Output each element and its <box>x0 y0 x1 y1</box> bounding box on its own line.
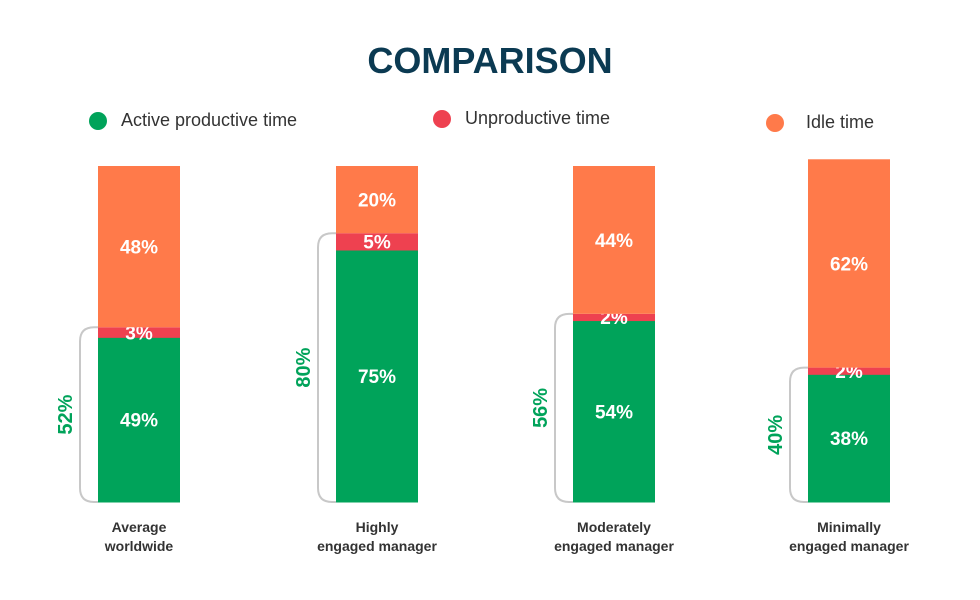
legend-item-unproductive: Unproductive time <box>433 108 610 129</box>
category-label: engaged manager <box>317 538 437 554</box>
bar-segment <box>98 166 180 328</box>
legend-dot-icon <box>766 113 784 132</box>
data-label: 49% <box>120 411 158 432</box>
data-label: 44% <box>595 231 633 252</box>
data-label: 48% <box>120 238 158 259</box>
bracket <box>789 366 808 503</box>
bracket-total-label: 52% <box>55 394 77 434</box>
bar-segment <box>573 166 655 314</box>
legend-label: Idle time <box>806 112 875 132</box>
bar-segment <box>808 367 890 375</box>
bar-segment <box>573 313 655 322</box>
data-label: 5% <box>363 233 391 254</box>
bracket-total-label: 40% <box>765 415 787 455</box>
legend-item-idle: Idle time <box>766 112 874 133</box>
data-label: 62% <box>830 254 868 275</box>
legend-dot-icon <box>433 109 451 128</box>
category-label: Moderately <box>577 519 651 535</box>
bracket-total-label: 56% <box>530 388 552 428</box>
bar-segment <box>98 327 180 338</box>
data-label: 3% <box>125 323 153 344</box>
category-label: Highly <box>356 519 399 535</box>
bracket <box>554 312 573 503</box>
category-label: engaged manager <box>554 538 674 554</box>
bar-segment <box>573 320 655 503</box>
chart-title: COMPARISON <box>367 40 613 81</box>
bar-segment <box>808 374 890 503</box>
data-label: 20% <box>358 191 396 212</box>
bracket-total-label: 80% <box>293 347 315 387</box>
bar-segment <box>336 233 418 251</box>
bar-group: 49% 3% 48% 52% Average worldwide <box>55 166 180 554</box>
bar-segment <box>98 337 180 503</box>
legend-dot-icon <box>89 111 107 130</box>
category-label: Average <box>112 519 167 535</box>
category-label: worldwide <box>104 538 174 554</box>
bar-segment <box>336 250 418 503</box>
data-label: 75% <box>358 367 396 388</box>
legend-label: Unproductive time <box>465 108 611 128</box>
bar-segment <box>336 166 418 234</box>
category-label: Minimally <box>817 519 881 535</box>
category-label: engaged manager <box>789 538 909 554</box>
bracket <box>317 232 336 503</box>
legend-item-active: Active productive time <box>89 110 297 131</box>
data-label: 38% <box>830 429 868 450</box>
bar-group: 75% 5% 20% 80% Highly engaged manager <box>293 166 437 554</box>
bracket <box>79 326 98 503</box>
data-label: 54% <box>595 402 633 423</box>
bar-segment <box>808 159 890 368</box>
legend-label: Active productive time <box>121 110 298 130</box>
